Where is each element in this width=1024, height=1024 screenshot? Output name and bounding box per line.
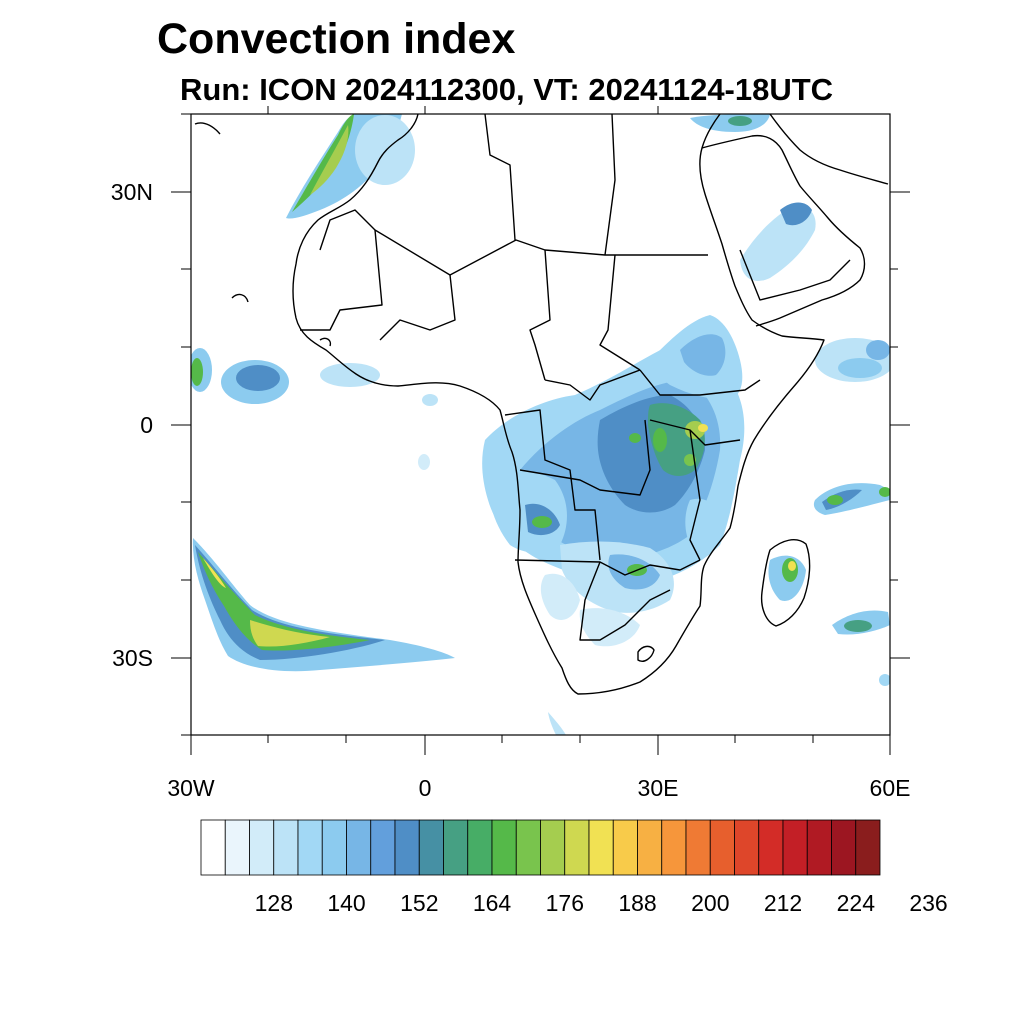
colorbar-box (370, 819, 396, 876)
colorbar-box (418, 819, 444, 876)
colorbar-tick-label: 200 (691, 890, 730, 916)
colorbar-box (734, 819, 760, 876)
colorbar-box (661, 819, 687, 876)
colorbar-box (637, 819, 663, 876)
colorbar-box (321, 819, 347, 876)
colorbar-tick-label: 212 (763, 890, 803, 916)
colorbar-box (249, 819, 275, 876)
colorbar-box (394, 819, 420, 876)
colorbar-box (806, 819, 832, 876)
lat-label-30s: 30S (112, 645, 153, 671)
colorbar-box (540, 819, 566, 876)
coastline-borders (194, 114, 889, 695)
lon-label-0: 0 (418, 775, 432, 801)
colorbar-tick-label: 164 (472, 890, 512, 916)
lon-label-30e: 30E (637, 775, 679, 801)
colorbar-box (709, 819, 735, 876)
lat-label-0: 0 (140, 412, 153, 438)
lat-label-30n: 30N (110, 179, 153, 205)
colorbar-box (346, 819, 372, 876)
colorbar-box (491, 819, 517, 876)
colorbar-tick-label: 236 (909, 890, 948, 916)
colorbar-box (685, 819, 711, 876)
colorbar-box (297, 819, 323, 876)
colorbar-tick-label: 224 (836, 890, 875, 916)
colorbar-box (467, 819, 493, 876)
colorbar-tick-label: 176 (545, 890, 584, 916)
colorbar-box (855, 819, 881, 876)
colorbar-tick-label: 140 (327, 890, 366, 916)
lon-label-60e: 60E (869, 775, 911, 801)
colorbar-box (273, 819, 299, 876)
colorbar-box (200, 819, 226, 876)
colorbar-tick-label: 128 (254, 890, 293, 916)
colorbar-box (758, 819, 784, 876)
colorbar-box (612, 819, 638, 876)
colorbar-box (564, 819, 590, 876)
colorbar-box (443, 819, 469, 876)
lon-label-30w: 30W (167, 775, 215, 801)
colorbar-box (224, 819, 250, 876)
colorbar-box (515, 819, 541, 876)
colorbar-box (588, 819, 614, 876)
colorbar-box (782, 819, 808, 876)
colorbar-tick-label: 188 (618, 890, 657, 916)
map-subtitle: Run: ICON 2024112300, VT: 20241124-18UTC (180, 72, 834, 107)
colorbar-box (831, 819, 857, 876)
map-title: Convection index (157, 15, 516, 63)
colorbar-tick-label: 152 (400, 890, 439, 916)
colorbar (200, 819, 881, 876)
axis-ticks (171, 106, 910, 755)
